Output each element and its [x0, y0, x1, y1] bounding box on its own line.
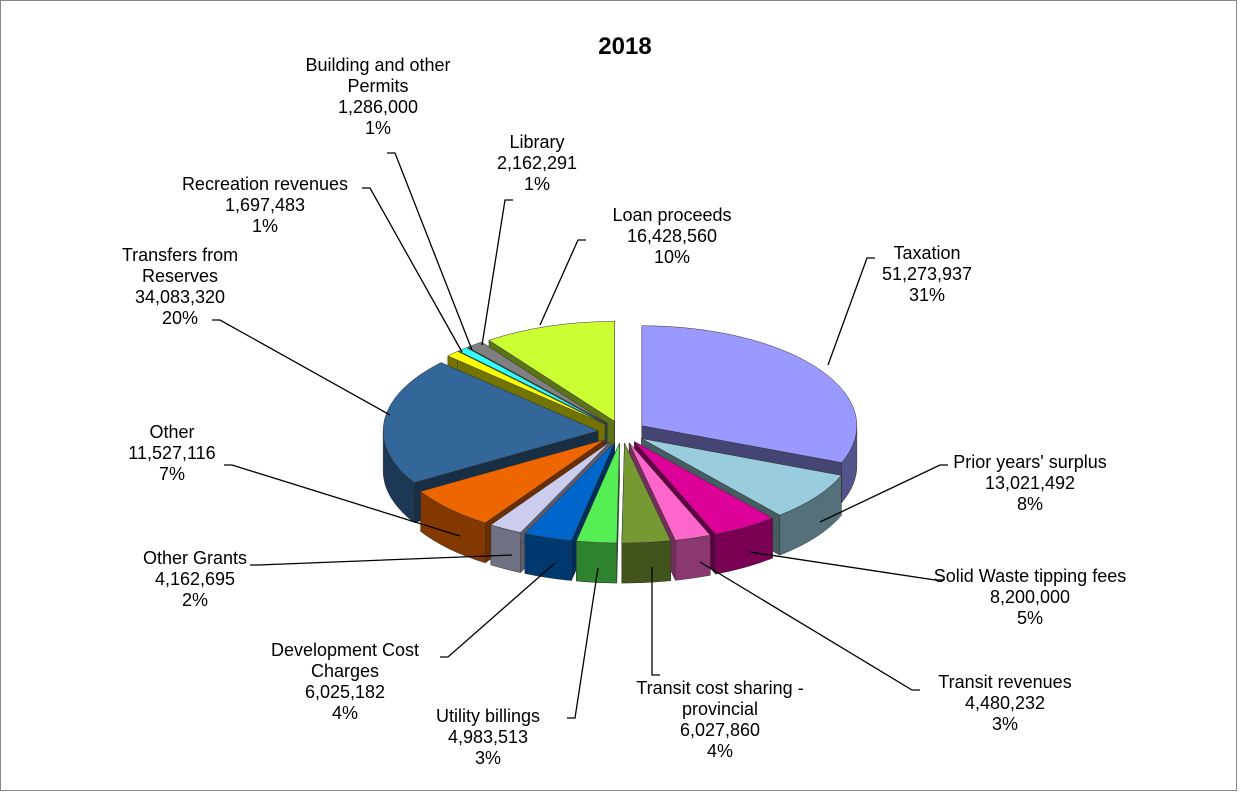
- slice: [576, 442, 620, 544]
- slice-value: 1%: [251, 216, 278, 236]
- slice-value: 1,697,483: [224, 195, 306, 215]
- slice: [467, 341, 608, 424]
- leader-line: [212, 319, 391, 416]
- slice: [634, 441, 774, 535]
- slice: [490, 441, 611, 533]
- slice: [641, 325, 858, 463]
- slice-value: 31%: [908, 285, 946, 305]
- slice-name: Recreation revenues: [181, 174, 349, 194]
- slice-name: Transit revenues: [938, 672, 1072, 692]
- slice-value: 10%: [653, 247, 691, 267]
- slice-side: [675, 534, 711, 581]
- leader-line: [481, 199, 513, 346]
- slice: [524, 442, 615, 541]
- data-label: Library 2,162,291 1%: [477, 132, 597, 195]
- data-label: Transfers from Reserves 34,083,320 20%: [100, 245, 260, 329]
- slice-name: Transit cost sharing - provincial: [636, 678, 804, 719]
- leader-line: [819, 464, 948, 523]
- leader-line: [749, 551, 943, 581]
- data-label: Recreation revenues 1,697,483 1%: [165, 174, 365, 237]
- slice-name: Development Cost Charges: [270, 640, 420, 681]
- slice-side: [490, 524, 521, 573]
- leader-line: [539, 239, 586, 326]
- slice-value: 6,025,182: [304, 682, 386, 702]
- slice-name: Building and other Permits: [305, 55, 451, 96]
- slice-value: 20%: [161, 308, 199, 328]
- slice-value: 2,162,291: [496, 153, 578, 173]
- data-label: Prior years' surplus 13,021,492 8%: [930, 452, 1130, 515]
- slice-name: Library: [509, 132, 565, 152]
- slice-value: 1%: [523, 174, 550, 194]
- slice-value: 4%: [331, 703, 358, 723]
- slice-value: 8,200,000: [989, 587, 1071, 607]
- slice-name: Other Grants: [142, 548, 248, 568]
- data-label: Taxation 51,273,937 31%: [827, 243, 1027, 306]
- slice-value: 3%: [991, 714, 1018, 734]
- data-label: Development Cost Charges 6,025,182 4%: [245, 640, 445, 724]
- chart-title: 2018: [598, 33, 651, 60]
- data-label: Loan proceeds 16,428,560 10%: [572, 205, 772, 268]
- slice-value: 3%: [474, 748, 501, 768]
- slice-value: 1%: [364, 118, 391, 138]
- data-label: Utility billings 4,983,513 3%: [388, 706, 588, 769]
- slice-name: Solid Waste tipping fees: [933, 566, 1127, 586]
- leader-line: [362, 187, 463, 353]
- slice-name: Loan proceeds: [612, 205, 732, 225]
- slice-value: 13,021,492: [984, 473, 1076, 493]
- slice-value: 8%: [1016, 494, 1043, 514]
- slice-name: Prior years' surplus: [953, 452, 1107, 472]
- slice: [382, 362, 599, 483]
- slice-value: 4%: [706, 741, 733, 761]
- slice-side: [621, 540, 671, 584]
- slice: [447, 351, 606, 425]
- leader-line: [440, 562, 556, 658]
- slice: [458, 347, 607, 424]
- slice-value: 4,480,232: [964, 693, 1046, 713]
- slice-value: 51,273,937: [881, 264, 973, 284]
- slice-value: 16,428,560: [626, 226, 718, 246]
- slice-side: [524, 533, 572, 581]
- slice: [641, 438, 842, 516]
- data-label: Solid Waste tipping fees 8,200,000 5%: [933, 566, 1128, 629]
- slice-value: 34,083,320: [134, 287, 226, 307]
- slice-name: Utility billings: [435, 706, 541, 726]
- slice: [628, 442, 711, 541]
- leader-line: [567, 567, 599, 719]
- leader-line: [250, 554, 513, 566]
- slice-value: 4,162,695: [154, 569, 236, 589]
- slice: [488, 321, 615, 422]
- slice-value: 11,527,116: [128, 443, 216, 463]
- slice-value: 6,027,860: [679, 720, 761, 740]
- slice-value: 1,286,000: [337, 97, 419, 117]
- data-label: Other 11,527,116 7%: [72, 422, 272, 485]
- leader-line: [827, 257, 875, 366]
- slice-value: 4,983,513: [447, 727, 529, 747]
- slice: [621, 442, 672, 544]
- slice-name: Other: [149, 422, 195, 442]
- slice-name: Taxation: [893, 243, 961, 263]
- leader-line: [387, 152, 473, 351]
- leader-line: [699, 561, 920, 691]
- data-label: Other Grants 4,162,695 2%: [95, 548, 295, 611]
- slice-value: 7%: [158, 464, 185, 484]
- slice: [420, 439, 605, 524]
- slice-value: 2%: [181, 590, 208, 610]
- leader-line: [224, 464, 461, 537]
- leader-line: [651, 567, 660, 676]
- data-label: Transit cost sharing - provincial 6,027,8…: [620, 678, 820, 762]
- slice-value: 5%: [1016, 608, 1043, 628]
- data-label: Transit revenues 4,480,232 3%: [905, 672, 1105, 735]
- data-label: Building and other Permits 1,286,000 1%: [283, 55, 473, 139]
- slice-name: Transfers from Reserves: [121, 245, 239, 286]
